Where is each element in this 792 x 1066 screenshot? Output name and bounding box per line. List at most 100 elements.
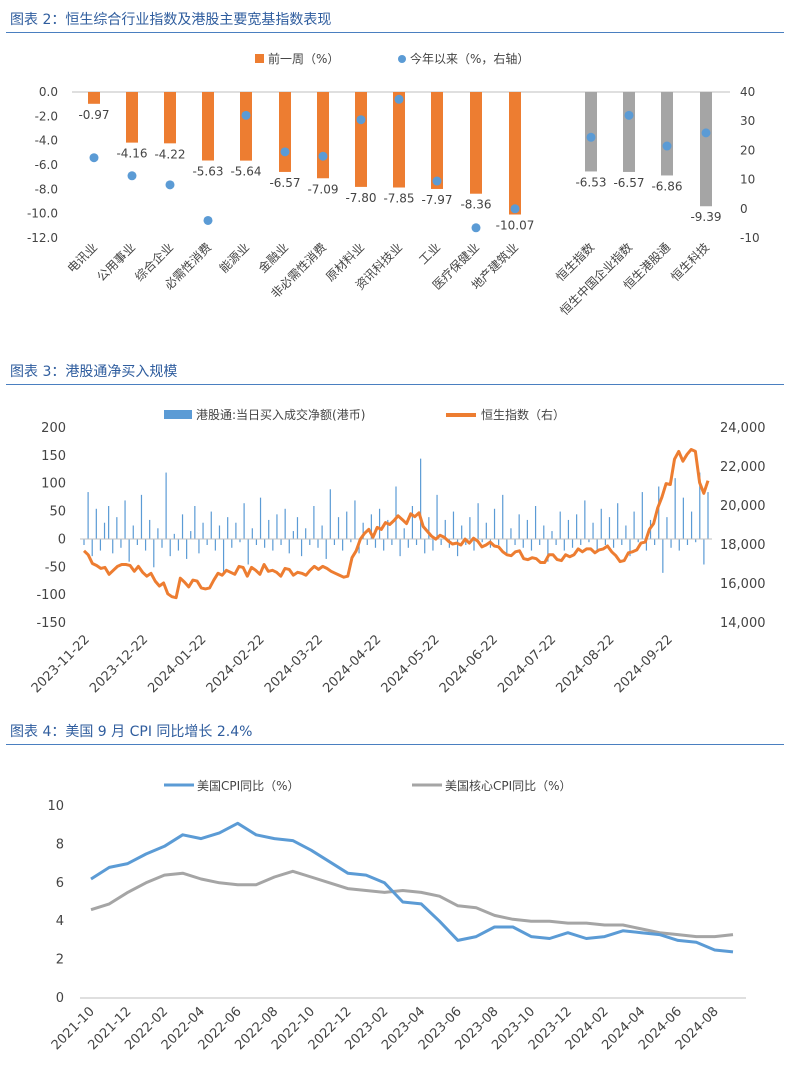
flow-bar — [161, 539, 163, 548]
legend-core-label: 美国核心CPI同比（%） — [445, 779, 572, 793]
flow-bar — [530, 539, 533, 551]
bar-weekly — [355, 92, 367, 187]
bar-weekly — [393, 92, 405, 188]
bar-value-label: -7.85 — [383, 192, 414, 206]
bar-value-label: -6.57 — [613, 176, 644, 190]
x-tick-label: 2024-01-22 — [145, 632, 209, 696]
flow-bar — [485, 522, 487, 540]
flow-bar — [313, 506, 315, 540]
chart3-title: 图表 3：港股通净买入规模 — [10, 364, 178, 380]
flow-bar — [563, 539, 565, 551]
flow-bar — [128, 539, 130, 562]
left-tick-label: -2.0 — [35, 109, 58, 123]
chart4-us-cpi: 美国CPI同比（%） 美国核心CPI同比（%） 10 8 6 4 2 0 2021-102… — [47, 779, 746, 1053]
category-label: 能源业 — [217, 240, 252, 275]
dot-ytd — [280, 147, 290, 157]
flow-bar — [432, 539, 434, 551]
chart4-x-axis: 2021-102021-122022-022022-042022-062022-… — [49, 1004, 722, 1053]
flow-bar — [670, 539, 672, 548]
legend-hsi-label: 恒生指数（右） — [481, 407, 565, 422]
chart3-hsi-line — [82, 448, 710, 600]
flow-bar — [243, 503, 245, 540]
bar-weekly — [470, 92, 482, 194]
flow-bar — [567, 519, 570, 540]
right-tick-label: 22,000 — [720, 460, 766, 475]
category-label: 恒生科技 — [668, 240, 712, 284]
flow-bar — [666, 517, 668, 540]
flow-bar — [112, 539, 114, 554]
flow-bar — [280, 539, 282, 545]
left-tick-label: -50 — [45, 560, 66, 575]
flow-bar — [87, 492, 89, 540]
flow-bar — [329, 489, 331, 540]
bar-weekly — [164, 92, 176, 144]
left-tick-label: 150 — [41, 449, 66, 464]
flow-bar — [637, 539, 639, 543]
flow-bar — [136, 539, 138, 545]
flow-bar — [169, 539, 171, 557]
flow-bar — [333, 539, 336, 545]
right-tick-label: 20 — [740, 143, 755, 157]
left-tick-label: 0.0 — [39, 85, 58, 99]
flow-bar — [461, 525, 463, 540]
flow-bar — [218, 525, 221, 540]
flow-bar — [502, 494, 504, 540]
chart2-legend: 前一周（%） 今年以来（%，右轴） — [255, 51, 529, 66]
dot-ytd — [701, 128, 711, 138]
flow-bar — [99, 539, 102, 551]
flow-bar — [103, 522, 106, 540]
flow-bar — [153, 539, 155, 568]
flow-bar — [144, 539, 147, 551]
flow-bar — [288, 539, 290, 554]
flow-bar — [83, 539, 85, 545]
bar-weekly — [240, 92, 252, 161]
y-tick-label: 4 — [56, 914, 64, 929]
bar-value-label: -5.64 — [230, 165, 261, 179]
chart4-y-axis: 10 8 6 4 2 0 — [47, 799, 64, 1006]
right-tick-label: 0 — [740, 202, 748, 216]
flow-bar — [190, 531, 192, 540]
y-tick-label: 10 — [47, 799, 64, 814]
bar-value-label: -7.97 — [421, 193, 452, 207]
left-tick-label: -10.0 — [27, 207, 58, 221]
legend-ytd-label: 今年以来（%，右轴） — [410, 51, 529, 66]
flow-bar — [658, 486, 660, 540]
chart2-title-bar: 图表 2：恒生综合行业指数及港股主要宽基指数表现 — [6, 6, 784, 33]
x-tick-label: 2024-04-22 — [320, 632, 384, 696]
left-tick-label: 200 — [41, 421, 66, 436]
flow-bar — [612, 539, 615, 548]
bar-value-label: -0.97 — [78, 108, 109, 122]
flow-bar — [231, 539, 233, 548]
x-tick-label: 2024-08-22 — [553, 632, 617, 696]
flow-bar — [543, 525, 545, 540]
flow-bar — [686, 539, 689, 545]
flow-bar — [477, 503, 479, 540]
flow-bar — [555, 539, 557, 545]
left-tick-label: 0 — [58, 532, 66, 547]
bar-value-label: -10.07 — [496, 219, 535, 233]
bar-weekly — [509, 92, 521, 215]
bar-weekly — [661, 92, 673, 176]
bar-value-label: -4.22 — [154, 147, 185, 161]
chart3-left-axis: 200 150 100 50 0 -50 -100 -150 — [36, 421, 66, 631]
dot-ytd — [241, 110, 251, 120]
chart4-core-cpi-line — [90, 869, 734, 939]
flow-bar — [551, 531, 553, 540]
flow-bar — [576, 514, 578, 540]
flow-bar — [140, 494, 143, 540]
flow-bar — [116, 517, 118, 540]
chart2-title: 图表 2：恒生综合行业指数及港股主要宽基指数表现 — [10, 12, 332, 28]
flow-bar — [707, 492, 709, 540]
flow-bar — [420, 458, 422, 540]
y-tick-label: 8 — [56, 837, 64, 852]
dot-ytd — [165, 180, 175, 190]
flow-bar — [206, 539, 208, 545]
flow-bar — [473, 539, 475, 551]
flow-bar — [292, 531, 294, 540]
dot-ytd — [89, 153, 99, 163]
chart2-left-axis: 0.0 -2.0 -4.0 -6.0 -8.0 -10.0 -12.0 — [27, 85, 58, 245]
bar-value-label: -6.57 — [269, 176, 300, 190]
flow-bar — [296, 517, 299, 540]
dot-ytd — [318, 151, 328, 161]
